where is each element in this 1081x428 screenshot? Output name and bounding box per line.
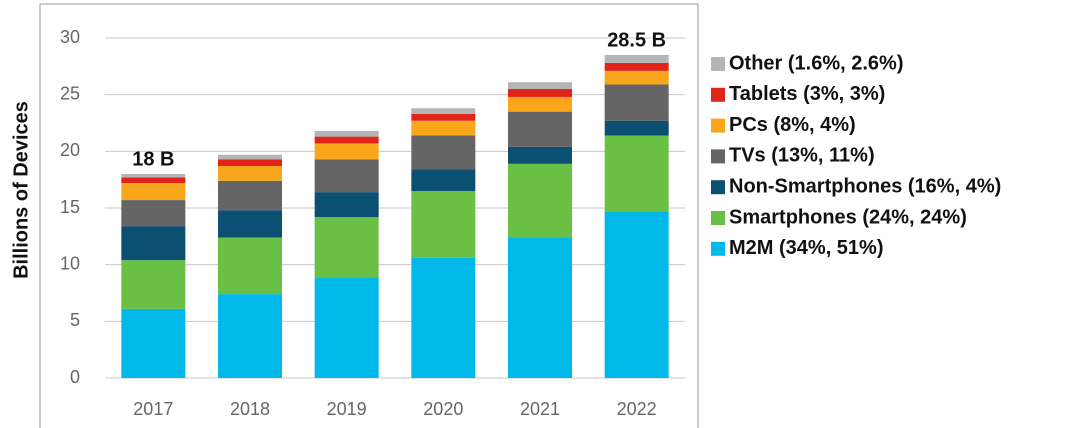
x-tick-label: 2019 (327, 399, 367, 419)
bar-segment (218, 210, 282, 238)
bar-segment (121, 177, 186, 184)
y-tick-label: 25 (60, 83, 80, 103)
bar-segment (314, 130, 379, 137)
bar-segment (218, 180, 282, 211)
y-tick-label: 15 (60, 197, 80, 217)
x-tick-label: 2022 (617, 399, 657, 419)
bar-segment (508, 163, 572, 238)
chart-frame (39, 3, 699, 428)
y-tick-label: 5 (70, 310, 80, 330)
y-tick-label: 0 (70, 367, 80, 387)
legend-swatch (711, 180, 725, 195)
bar-segment (218, 166, 282, 181)
bar-segment (218, 154, 282, 160)
bar-segment (508, 146, 572, 164)
bar-segment (121, 260, 186, 309)
total-label: 28.5 B (607, 29, 666, 51)
bar-segment (411, 169, 476, 191)
bar-segment (604, 211, 669, 378)
y-tick-label: 20 (60, 140, 80, 160)
bar-segment (604, 84, 669, 121)
bar-segment (121, 308, 186, 378)
bar-segment (218, 159, 282, 167)
legend-swatch (711, 87, 725, 102)
bar-segment (411, 120, 476, 136)
legend-swatch (711, 211, 725, 225)
legend-swatch (711, 241, 725, 256)
bar-segment (411, 108, 476, 114)
legend-label: Non-Smartphones (16%, 4%) (729, 175, 1001, 197)
x-tick-label: 2018 (230, 399, 270, 419)
legend-label: Other (1.6%, 2.6%) (729, 52, 904, 74)
y-tick-label: 10 (60, 253, 80, 273)
bar-segment (604, 55, 669, 63)
legend-label: Smartphones (24%, 24%) (729, 206, 967, 228)
bar-segment (411, 135, 476, 170)
bar-segment (314, 192, 379, 218)
bar-segment (121, 174, 186, 178)
bar-segment (314, 159, 379, 193)
bar-segment (604, 62, 669, 71)
bar-segment (508, 96, 572, 112)
y-tick-label: 30 (60, 27, 80, 47)
bar-segment (218, 294, 282, 378)
y-axis-label: Billions of Devices (10, 101, 32, 279)
bar-segment (411, 191, 476, 258)
legend-swatch (711, 57, 725, 71)
bar-segment (121, 200, 186, 227)
bar-segment (508, 237, 572, 378)
bar-segment (508, 89, 572, 97)
bar-segment (411, 113, 476, 121)
legend-label: TVs (13%, 11%) (729, 145, 875, 167)
legend-label: Tablets (3%, 3%) (729, 83, 885, 105)
bar-segment (121, 226, 186, 261)
legend-label: M2M (34%, 51%) (729, 237, 884, 259)
bar-segment (314, 277, 379, 378)
bar-segment (218, 237, 282, 295)
bar-segment (314, 143, 379, 160)
bar-segment (314, 217, 379, 278)
x-tick-label: 2021 (520, 399, 560, 419)
bar-segment (314, 136, 379, 144)
legend-label: PCs (8%, 4%) (729, 114, 856, 136)
bar-segment (604, 135, 669, 212)
total-label: 18 B (132, 148, 174, 170)
bar-segment (508, 111, 572, 147)
x-tick-label: 2017 (133, 399, 173, 419)
bar-segment (604, 120, 669, 136)
bar-segment (121, 183, 186, 201)
legend-swatch (711, 149, 725, 164)
bar-segment (411, 257, 476, 378)
bar-segment (604, 70, 669, 85)
bar-segment (508, 82, 572, 89)
x-tick-label: 2020 (423, 399, 463, 419)
legend-swatch (711, 118, 725, 133)
